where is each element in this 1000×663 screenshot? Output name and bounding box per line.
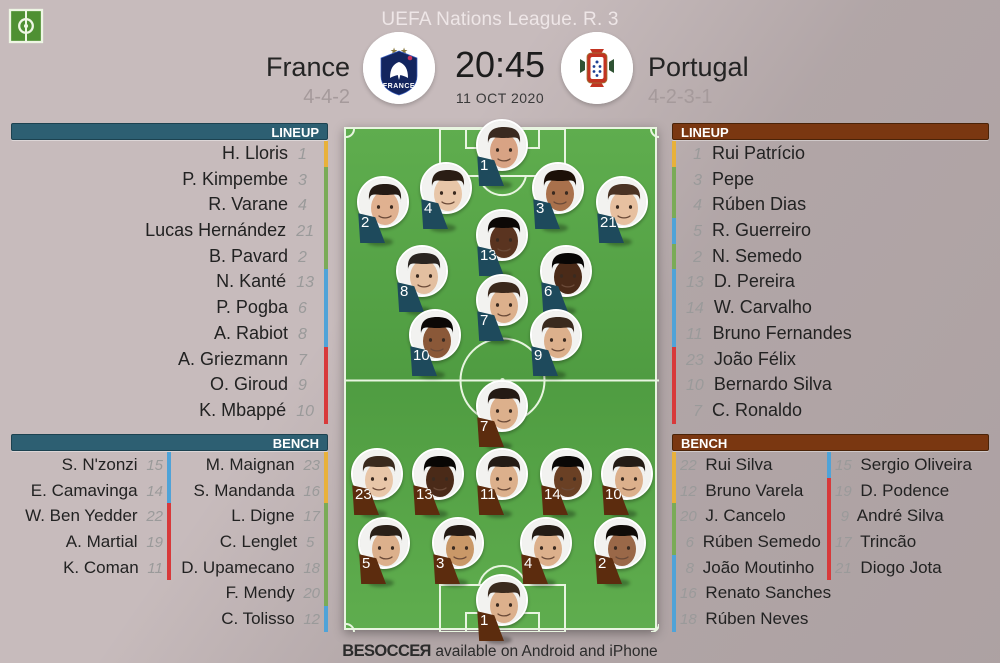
svg-text:FRANCE: FRANCE bbox=[383, 83, 415, 90]
